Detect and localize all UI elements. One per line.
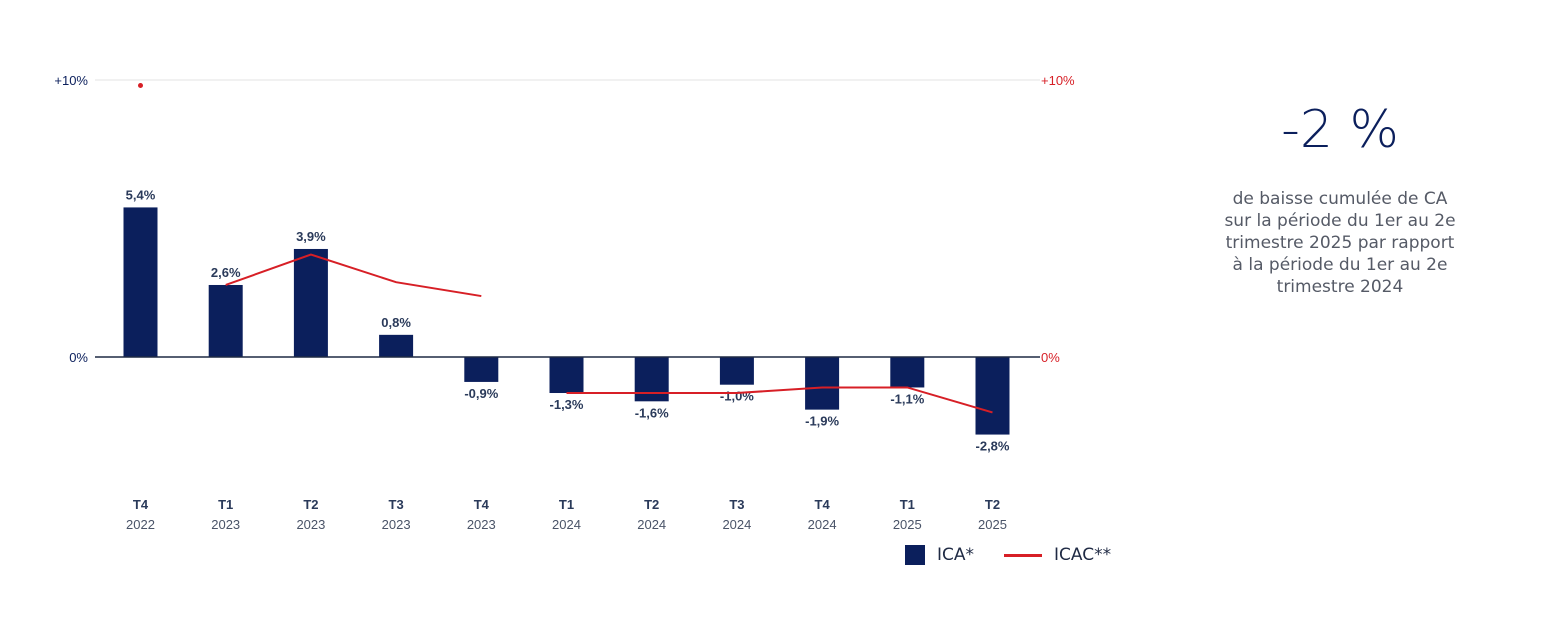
bar-data-label: -2,8% — [976, 439, 1010, 454]
summary-line: trimestre 2024 — [1276, 277, 1404, 297]
x-tick-quarter: T3 — [729, 497, 744, 512]
x-tick-year: 2023 — [382, 517, 411, 532]
bar-data-label: 2,6% — [211, 265, 241, 280]
x-tick-quarter: T2 — [985, 497, 1000, 512]
bar-data-label: -1,1% — [890, 391, 924, 406]
summary-line: à la période du 1er au 2e — [1232, 255, 1448, 275]
x-tick-quarter: T4 — [474, 497, 490, 512]
bar — [634, 357, 669, 402]
legend-line-swatch — [1004, 553, 1043, 557]
chart-legend: ICA* ICAC** — [905, 545, 1111, 565]
bar-data-label: 5,4% — [126, 187, 156, 202]
bar — [549, 357, 584, 394]
line-series-segment — [225, 253, 482, 298]
x-tick-year: 2023 — [467, 517, 496, 532]
bar — [293, 248, 328, 357]
x-tick-quarter: T2 — [644, 497, 659, 512]
bar — [208, 284, 243, 357]
bar-data-label: -1,3% — [550, 397, 584, 412]
x-tick-year: 2022 — [126, 517, 155, 532]
x-tick-year: 2025 — [978, 517, 1007, 532]
summary-line: sur la période du 1er au 2e — [1224, 211, 1456, 231]
summary-value: -2 % — [1281, 100, 1399, 160]
left-axis-tick-label: 0% — [69, 350, 88, 365]
line-series-segment — [566, 386, 993, 414]
bar-data-label: -0,9% — [464, 386, 498, 401]
x-tick-year: 2024 — [722, 517, 751, 532]
x-tick-year: 2024 — [808, 517, 837, 532]
summary-line: trimestre 2025 par rapport — [1225, 233, 1455, 253]
bar — [379, 334, 414, 357]
right-axis-tick-label: 0% — [1041, 350, 1060, 365]
x-tick-quarter: T1 — [559, 497, 574, 512]
x-tick-quarter: T2 — [303, 497, 318, 512]
bar-data-label: 0,8% — [381, 315, 411, 330]
summary-panel: -2 % de baisse cumulée de CA sur la péri… — [1160, 100, 1520, 298]
x-tick-year: 2024 — [637, 517, 666, 532]
left-axis-tick-label: +10% — [54, 73, 88, 88]
bar-data-label: -1,6% — [635, 405, 669, 420]
x-tick-year: 2025 — [893, 517, 922, 532]
bar-data-label: -1,0% — [720, 389, 754, 404]
bar-data-label: 3,9% — [296, 229, 326, 244]
chart-svg: +10% 0% +10% 0% 5,4% 2,6% 3,9% 0,8% -0,9% -1,3% -1… — [54, 73, 1075, 532]
bar — [975, 357, 1010, 435]
x-tick-year: 2023 — [211, 517, 240, 532]
x-tick-quarter: T4 — [815, 497, 831, 512]
right-axis-tick-label: +10% — [1041, 73, 1075, 88]
bar — [805, 357, 840, 410]
legend-bar-label: ICA* — [937, 545, 975, 565]
bar — [464, 357, 499, 382]
bar-data-label: -1,9% — [805, 414, 839, 429]
summary-line: de baisse cumulée de CA — [1232, 189, 1448, 209]
x-tick-quarter: T1 — [218, 497, 233, 512]
x-tick-year: 2024 — [552, 517, 581, 532]
bar — [890, 357, 925, 388]
bar — [123, 207, 158, 357]
line-point — [138, 83, 143, 89]
x-tick-quarter: T3 — [389, 497, 404, 512]
legend-line-label: ICAC** — [1054, 545, 1112, 565]
x-tick-year: 2023 — [296, 517, 325, 532]
legend-bar-swatch — [905, 545, 925, 565]
x-tick-quarter: T4 — [133, 497, 149, 512]
summary-description: de baisse cumulée de CA sur la période d… — [1160, 188, 1520, 298]
x-tick-quarter: T1 — [900, 497, 915, 512]
bar — [719, 357, 754, 385]
